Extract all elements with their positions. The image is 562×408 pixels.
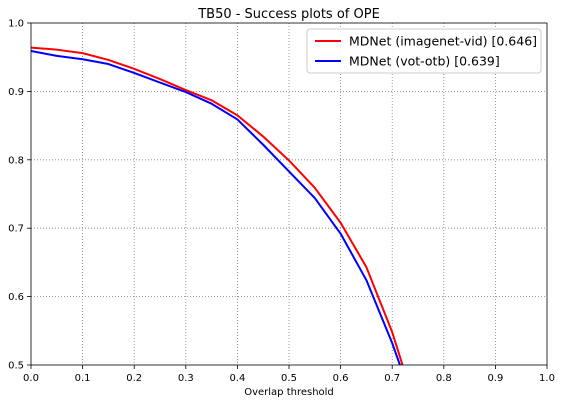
x-tick-label: 0.6 [333, 373, 349, 384]
x-tick-label: 0.9 [487, 373, 503, 384]
y-tick-label: 0.6 [8, 292, 24, 303]
x-tick-label: 0.1 [75, 373, 91, 384]
x-tick-label: 0.4 [229, 373, 245, 384]
series-line-1 [31, 46, 404, 365]
x-tick-label: 0.0 [23, 373, 39, 384]
x-tick-label: 0.8 [436, 373, 452, 384]
legend-label: MDNet (vot-otb) [0.639] [349, 54, 500, 69]
x-tick-label: 0.5 [281, 373, 297, 384]
x-tick-label: 0.3 [178, 373, 194, 384]
x-tick-label: 1.0 [539, 373, 555, 384]
axes-layer: 0.0 0.1 0.2 0.3 0.4 0.5 0.6 0.7 0.8 0.9 1.0 0.5 0.6 0… [8, 19, 555, 385]
legend-entry: MDNet (vot-otb) [0.639] [315, 54, 500, 69]
y-tick-label: 0.7 [8, 224, 24, 235]
x-tick-label: 0.7 [384, 373, 400, 384]
y-tick-label: 0.9 [8, 87, 24, 98]
legend-label: MDNet (imagenet-vid) [0.646] [349, 34, 537, 49]
legend: MDNet (imagenet-vid) [0.646] MDNet (vot-o… [306, 28, 542, 74]
series-line-2 [31, 50, 401, 365]
y-tick-label: 0.5 [8, 361, 24, 372]
x-tick-label: 0.2 [126, 373, 142, 384]
y-tick-label: 1.0 [8, 19, 24, 30]
grid-layer [31, 23, 547, 365]
legend-box [306, 28, 542, 74]
plot-frame [30, 22, 548, 366]
y-tick-label: 0.8 [8, 155, 24, 166]
chart-title: TB50 - Success plots of OPE [197, 7, 380, 22]
x-axis-label: Overlap threshold [244, 387, 334, 398]
legend-entry: MDNet (imagenet-vid) [0.646] [315, 34, 537, 49]
series-layer [31, 46, 404, 365]
